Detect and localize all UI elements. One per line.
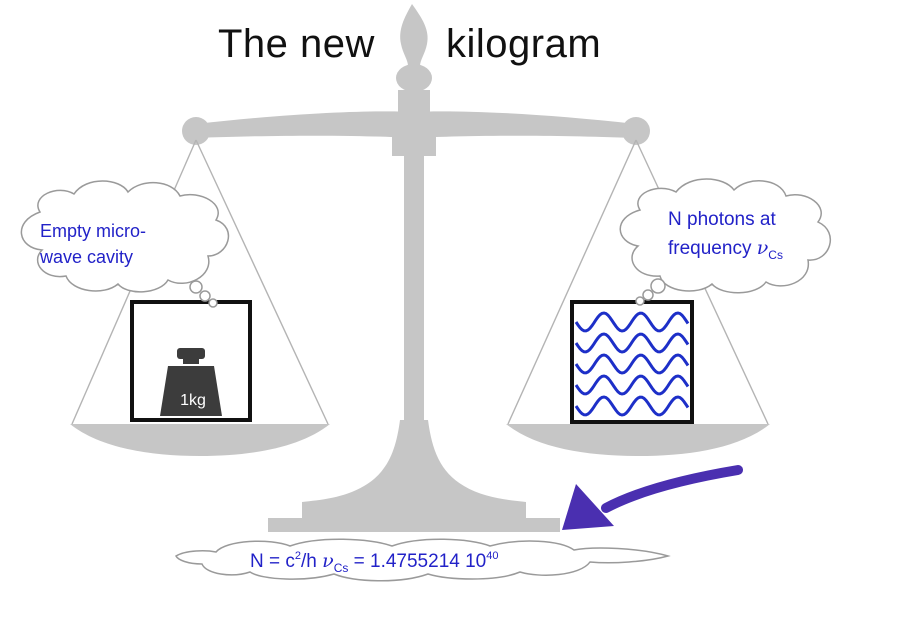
scale-right-pan — [506, 424, 770, 456]
scale-left-pan — [70, 424, 330, 456]
photon-waves — [574, 311, 690, 417]
scale-left-knob — [182, 117, 210, 145]
formula-nu-subscript: Cs — [333, 561, 349, 575]
scale-right-knob — [622, 117, 650, 145]
photon-wave-5 — [574, 395, 690, 417]
balance-scale — [70, 4, 770, 532]
nu-subscript: Cs — [768, 248, 783, 262]
photon-wave-1 — [574, 311, 690, 333]
photon-wave-2 — [574, 332, 690, 354]
photon-wave-4 — [574, 374, 690, 396]
formula-nu-symbol: ν — [322, 550, 334, 572]
left-cloud-text: Empty micro- wave cavity — [40, 218, 146, 270]
kilogram-weight — [160, 348, 222, 416]
formula-lhs: N = c — [250, 551, 295, 572]
photon-wave-3 — [574, 353, 690, 375]
right-cloud-line1: N photons at — [668, 209, 776, 230]
weight-label: 1kg — [180, 392, 206, 409]
formula-exponent: 40 — [486, 550, 499, 562]
left-cloud-line1: Empty micro- — [40, 221, 147, 241]
right-thought-cloud — [619, 178, 831, 306]
formula-cloud — [175, 538, 671, 582]
pointer-arrow — [562, 465, 743, 530]
scale-finial — [400, 4, 428, 66]
title-right: kilogram — [446, 22, 602, 66]
scale-column — [404, 150, 424, 420]
scale-foot — [268, 518, 560, 532]
formula-after-exp: /h — [301, 551, 323, 572]
formula-rhs: = 1.4755214 10 — [348, 551, 487, 572]
nu-symbol: ν — [756, 237, 769, 259]
right-cloud-line2: frequency νCs — [668, 234, 783, 264]
formula-c-exponent: 2 — [294, 550, 301, 562]
right-cloud-line2-prefix: frequency — [668, 238, 757, 259]
formula-text: N = c2/h νCs = 1.4755214 1040 — [250, 548, 499, 577]
scale-knob — [396, 64, 432, 92]
scale-base — [302, 420, 526, 518]
title-left: The new — [218, 22, 375, 66]
left-cloud-line2: wave cavity — [40, 247, 134, 267]
left-thought-cloud — [20, 180, 230, 308]
right-cloud-text: N photons at frequency νCs — [668, 206, 783, 264]
